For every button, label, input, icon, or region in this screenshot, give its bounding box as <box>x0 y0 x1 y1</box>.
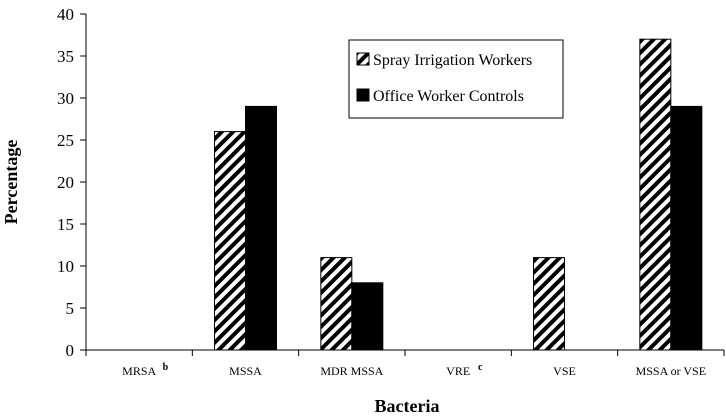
x-axis-title: Bacteria <box>375 396 440 416</box>
y-tick-label: 15 <box>57 215 74 234</box>
bars <box>214 38 703 351</box>
legend-swatch <box>356 52 370 66</box>
y-tick-label: 40 <box>57 5 74 24</box>
x-tick-superscript: c <box>478 362 483 373</box>
bar-spray-irrigation-workers <box>320 257 353 351</box>
x-tick-label: VSE <box>553 364 576 378</box>
bar-spray-irrigation-workers <box>639 38 672 351</box>
y-tick-labels: 0 5 10 15 20 25 30 35 40 <box>57 5 74 360</box>
y-tick-label: 0 <box>66 341 75 360</box>
y-tick-label: 25 <box>57 131 74 150</box>
x-tick-superscript: b <box>163 362 169 373</box>
legend-box <box>348 39 564 119</box>
x-tick-label: MSSA or VSE <box>636 364 706 378</box>
legend: Spray Irrigation Workers Office Worker Co… <box>348 39 564 119</box>
x-tick-label: MDR MSSA <box>320 364 383 378</box>
y-tick-label: 5 <box>66 299 75 318</box>
bar-office-worker-controls <box>351 282 384 351</box>
y-tick-label: 35 <box>57 47 74 66</box>
axes <box>80 13 725 356</box>
x-tick-label: VRE <box>446 364 470 378</box>
y-tick-label: 20 <box>57 173 74 192</box>
legend-entry: Spray Irrigation Workers <box>373 52 532 69</box>
x-tick-labels: MRSA b MSSA MDR MSSA VRE c VSE MSSA or VSE <box>122 362 706 378</box>
y-tick-label: 30 <box>57 89 74 108</box>
legend-entry: Office Worker Controls <box>373 88 524 105</box>
bar-office-worker-controls <box>245 105 277 351</box>
y-tick-label: 10 <box>57 257 74 276</box>
legend-swatch <box>356 88 370 102</box>
bar-spray-irrigation-workers <box>533 257 565 351</box>
bar-office-worker-controls <box>670 105 703 351</box>
x-tick-label: MRSA <box>122 364 156 378</box>
bar-spray-irrigation-workers <box>214 131 246 351</box>
x-tick-label: MSSA <box>229 364 262 378</box>
y-axis-title: Percentage <box>1 140 21 225</box>
